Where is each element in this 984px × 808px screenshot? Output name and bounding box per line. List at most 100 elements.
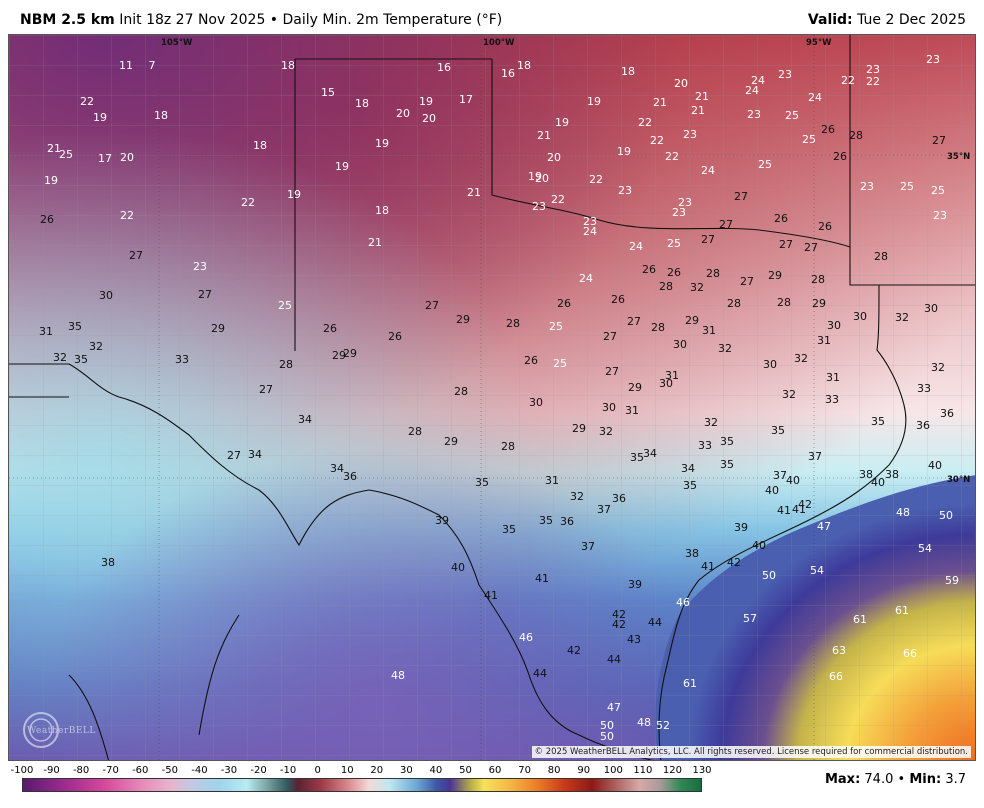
colorbar-tick: 20 [370, 765, 384, 776]
temperature-label: 44 [648, 616, 662, 629]
temperature-label: 35 [630, 451, 644, 464]
temperature-label: 23 [926, 53, 940, 66]
temperature-label: 38 [859, 468, 873, 481]
temperature-label: 26 [557, 297, 571, 310]
temperature-label: 41 [535, 572, 549, 585]
valid-label: Valid: [807, 12, 853, 28]
temperature-label: 24 [751, 74, 765, 87]
temperature-label: 27 [605, 365, 619, 378]
temperature-label: 21 [537, 129, 551, 142]
temperature-label: 19 [617, 145, 631, 158]
temperature-label: 40 [451, 561, 465, 574]
temperature-label: 31 [625, 404, 639, 417]
colorbar-tick: 70 [518, 765, 531, 776]
temperature-label: 36 [560, 515, 574, 528]
temperature-label: 18 [375, 204, 389, 217]
temperature-label: 30 [853, 310, 867, 323]
temperature-label: 34 [643, 447, 657, 460]
temperature-label: 32 [570, 490, 584, 503]
temperature-label: 26 [833, 150, 847, 163]
temperature-label: 40 [928, 459, 942, 472]
temperature-label: 28 [706, 267, 720, 280]
temperature-label: 28 [659, 280, 673, 293]
temperature-label: 54 [918, 542, 932, 555]
temperature-label: 32 [718, 342, 732, 355]
temperature-label: 32 [895, 311, 909, 324]
temperature-label: 33 [175, 353, 189, 366]
temperature-label: 29 [572, 422, 586, 435]
temperature-label: 47 [817, 520, 831, 533]
temperature-label: 28 [279, 358, 293, 371]
temperature-label: 27 [627, 315, 641, 328]
temperature-label: 27 [227, 449, 241, 462]
temperature-label: 18 [281, 59, 295, 72]
temperature-label: 22 [80, 95, 94, 108]
colorbar-tick: -90 [43, 765, 60, 776]
temperature-label: 23 [583, 215, 597, 228]
temperature-label: 35 [74, 353, 88, 366]
colorbar-tick: 130 [692, 765, 712, 776]
temperature-label: 32 [599, 425, 613, 438]
colorbar-tick: -80 [72, 765, 90, 776]
map-title: NBM 2.5 km Init 18z 27 Nov 2025 • Daily … [20, 12, 502, 28]
colorbar-tick: 80 [547, 765, 561, 776]
colorbar-tick: 100 [603, 765, 623, 776]
temperature-label: 22 [589, 173, 603, 186]
temperature-label: 27 [779, 238, 793, 251]
max-min-readout: Max: 74.0 • Min: 3.7 [825, 772, 966, 787]
temperature-label: 40 [765, 484, 779, 497]
temperature-label: 25 [802, 133, 816, 146]
valid-time: Valid: Tue 2 Dec 2025 [808, 12, 966, 28]
temperature-label: 28 [727, 297, 741, 310]
temperature-label: 35 [771, 424, 785, 437]
temperature-label: 26 [524, 354, 538, 367]
temperature-label: 16 [501, 67, 515, 80]
temperature-label: 38 [685, 547, 699, 560]
temperature-label: 27 [701, 233, 715, 246]
temperature-label: 27 [129, 249, 143, 262]
graticule-label: 30°N [947, 475, 970, 485]
temperature-label: 24 [701, 164, 715, 177]
temperature-label: 24 [629, 240, 643, 253]
temperature-label: 29 [685, 314, 699, 327]
temperature-label: 27 [740, 275, 754, 288]
temperature-label: 26 [323, 322, 337, 335]
temperature-label: 19 [44, 174, 58, 187]
temperature-label: 28 [454, 385, 468, 398]
temperature-label: 21 [695, 90, 709, 103]
temperature-map[interactable]: 105°W 100°W 95°W 35°N 30°N 11 7 18 16 16 18 18 23 22… [8, 34, 976, 761]
temperature-label: 33 [698, 439, 712, 452]
temperature-label: 41 [701, 560, 715, 573]
temperature-label: 20 [120, 151, 134, 164]
temperature-label: 28 [651, 321, 665, 334]
temperature-label: 26 [40, 213, 54, 226]
temperature-label: 32 [704, 416, 718, 429]
temperature-label: 61 [683, 677, 697, 690]
temperature-label: 11 [119, 59, 133, 72]
temperature-label: 63 [832, 644, 846, 657]
temperature-label: 59 [945, 574, 959, 587]
temperature-label: 31 [817, 334, 831, 347]
temperature-label: 17 [459, 93, 473, 106]
temperature-label: 23 [933, 209, 947, 222]
temperature-label: 23 [672, 206, 686, 219]
temperature-label: 50 [600, 719, 614, 732]
temperature-label: 30 [659, 377, 673, 390]
temperature-label: 24 [745, 84, 759, 97]
temperature-label: 24 [583, 225, 597, 238]
temperature-label: 31 [702, 324, 716, 337]
temperature-label: 40 [786, 474, 800, 487]
temperature-label: 27 [603, 330, 617, 343]
model-name: NBM 2.5 km [20, 12, 115, 28]
temperature-label: 37 [808, 450, 822, 463]
temperature-label: 26 [611, 293, 625, 306]
temperature-label: 32 [690, 281, 704, 294]
temperature-label: 21 [47, 142, 61, 155]
temperature-label: 42 [612, 618, 626, 631]
temperature-label: 42 [727, 556, 741, 569]
min-value: 3.7 [945, 772, 966, 787]
temperature-label: 35 [871, 415, 885, 428]
temperature-label: 23 [193, 260, 207, 273]
temperature-label: 25 [758, 158, 772, 171]
